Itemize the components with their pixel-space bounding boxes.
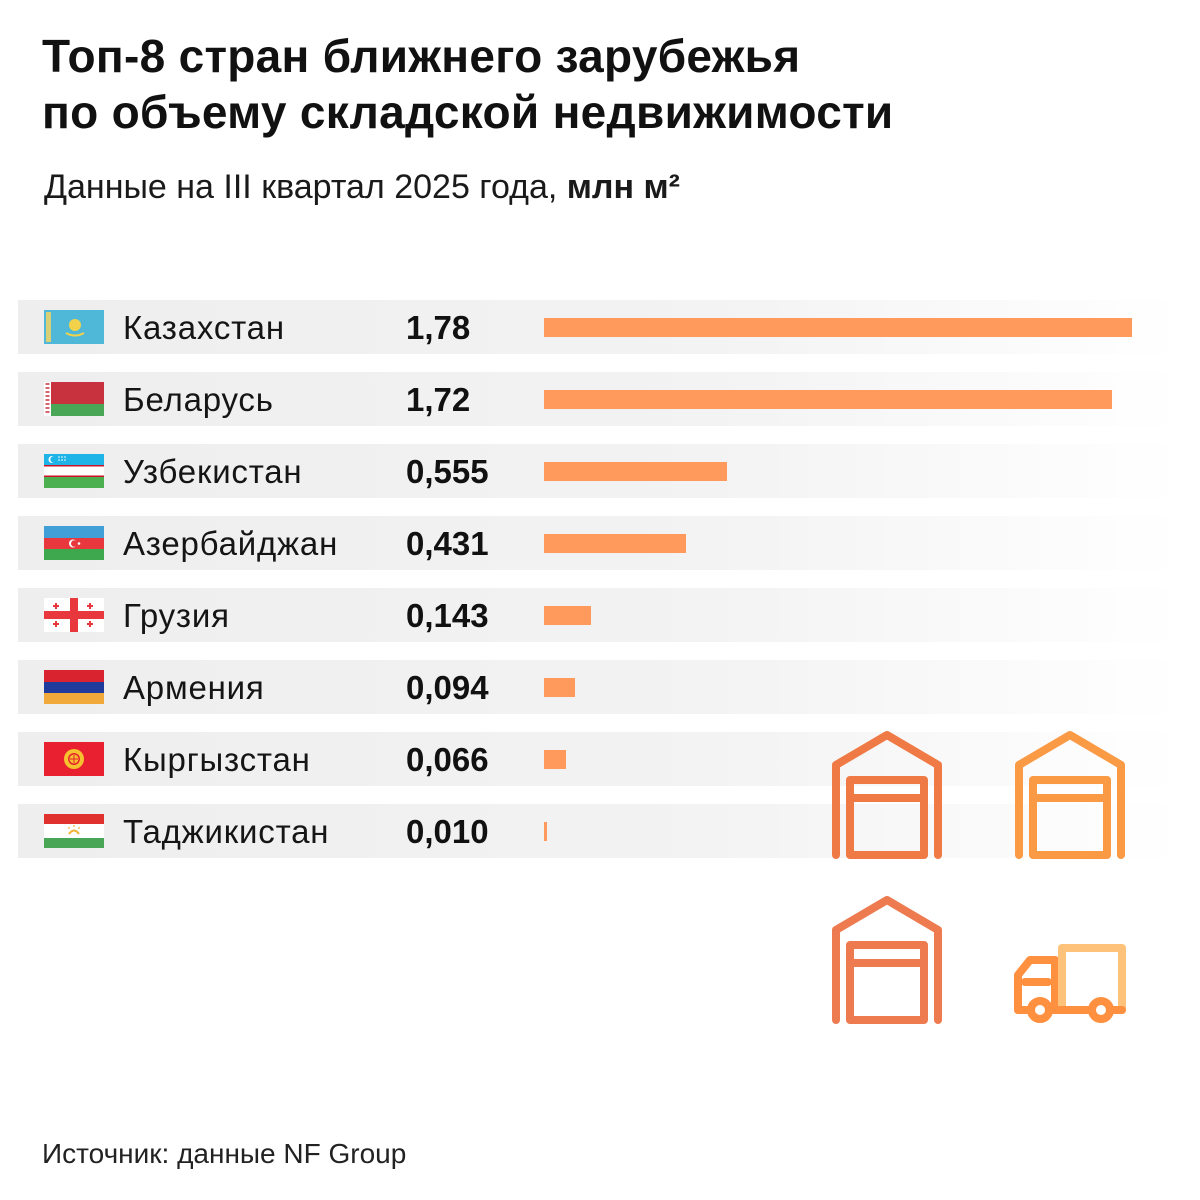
chart-row: Кыргызстан 0,066 xyxy=(18,732,1180,786)
country-label: Грузия xyxy=(123,597,230,634)
chart-row: Беларусь 1,72 xyxy=(18,372,1180,426)
bar-azerbaijan xyxy=(544,534,686,553)
belarus-flag-icon xyxy=(44,382,104,416)
value-label: 1,72 xyxy=(406,381,471,418)
bar-chart: Казахстан 1,78 Беларусь 1,72 xyxy=(0,300,1200,860)
value-label: 0,143 xyxy=(406,597,489,634)
chart-row: Азербайджан 0,431 xyxy=(18,516,1180,570)
country-label: Казахстан xyxy=(123,309,285,346)
kazakhstan-flag-icon xyxy=(44,310,104,344)
value-label: 0,094 xyxy=(406,669,489,706)
chart-row: Узбекистан 0,555 xyxy=(18,444,1180,498)
chart-subtitle: Данные на III квартал 2025 года, млн м² xyxy=(44,168,680,207)
value-label: 0,555 xyxy=(406,453,489,490)
tajikistan-flag-icon xyxy=(44,814,104,848)
country-label: Кыргызстан xyxy=(123,741,311,778)
country-label: Армения xyxy=(123,669,265,706)
value-label: 0,010 xyxy=(406,813,489,850)
value-label: 1,78 xyxy=(406,309,471,346)
country-label: Таджикистан xyxy=(123,813,330,850)
kyrgyzstan-flag-icon xyxy=(44,742,104,776)
chart-row: Казахстан 1,78 xyxy=(18,300,1180,354)
uzbekistan-flag-icon xyxy=(44,454,104,488)
title-line-1: Топ-8 стран ближнего зарубежья xyxy=(42,30,801,82)
value-label: 0,066 xyxy=(406,741,489,778)
title-line-2: по объему складской недвижимости xyxy=(42,86,894,138)
country-label: Азербайджан xyxy=(123,525,339,562)
bar-kazakhstan xyxy=(544,318,1132,337)
warehouse-logistics-illustration xyxy=(832,731,1126,1024)
bar-uzbekistan xyxy=(544,462,727,481)
bar-armenia xyxy=(544,678,575,697)
bar-georgia xyxy=(544,606,591,625)
chart-row: Таджикистан 0,010 xyxy=(18,804,1180,858)
georgia-flag-icon xyxy=(44,598,104,632)
country-label: Узбекистан xyxy=(123,453,303,490)
chart-row: Армения 0,094 xyxy=(18,660,1180,714)
bar-kyrgyzstan xyxy=(544,750,566,769)
armenia-flag-icon xyxy=(44,670,104,704)
subtitle-text: Данные на III квартал 2025 года, xyxy=(44,168,567,206)
bar-tajikistan xyxy=(544,822,547,841)
chart-title: Топ-8 стран ближнего зарубежья по объему… xyxy=(42,28,1162,140)
source-note: Источник: данные NF Group xyxy=(42,1138,407,1169)
subtitle-unit: млн м² xyxy=(566,168,680,206)
country-label: Беларусь xyxy=(123,381,274,418)
azerbaijan-flag-icon xyxy=(44,526,104,560)
value-label: 0,431 xyxy=(406,525,489,562)
chart-row: Грузия 0,143 xyxy=(18,588,1180,642)
bar-belarus xyxy=(544,390,1112,409)
